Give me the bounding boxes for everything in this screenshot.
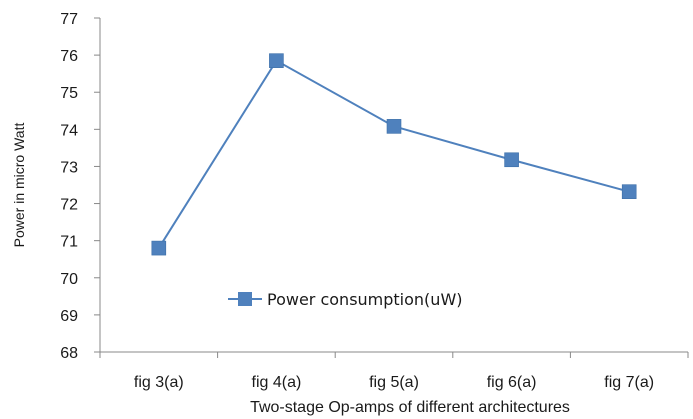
legend: Power consumption(uW) [228,290,463,309]
x-axis-title: Two-stage Op-amps of different architect… [250,399,570,416]
data-point-marker [151,240,167,256]
y-tick-label: 70 [60,271,78,288]
y-axis-title: Power in micro Watt [11,123,27,248]
y-tick-label: 77 [60,11,78,28]
y-tick-label: 72 [60,197,78,214]
x-tick-label: fig 4(a) [252,374,302,391]
x-tick-label: fig 7(a) [604,374,654,391]
y-tick-label: 75 [60,85,78,102]
y-tick-label: 74 [60,122,78,139]
x-tick-label: fig 6(a) [487,374,537,391]
series-group [151,53,637,256]
legend-marker-swatch [238,292,252,306]
data-point-marker [386,119,402,134]
data-point-marker [621,184,637,199]
x-tick-label: fig 5(a) [369,374,419,391]
x-tick-label: fig 3(a) [134,374,184,391]
y-tick-label: 71 [60,234,78,251]
y-tick-label: 73 [60,159,78,176]
y-tick-label: 68 [60,345,78,362]
chart-axes [99,18,688,353]
data-point-marker [504,152,519,168]
series-line [157,59,630,249]
x-axis-ticks: fig 3(a) fig 4(a) fig 5(a) fig 6(a) fig 7(a) [99,352,689,391]
y-tick-label: 69 [60,308,78,325]
data-point-marker [269,53,284,68]
y-tick-label: 76 [60,48,78,65]
y-axis-ticks: 68 69 70 71 72 73 74 75 76 77 [60,11,100,362]
legend-label: Power consumption(uW) [267,290,463,309]
